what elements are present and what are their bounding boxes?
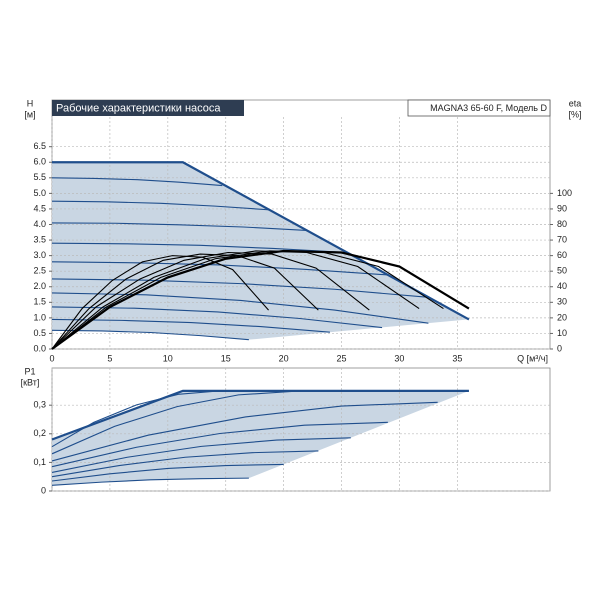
performance-curve [51,450,319,478]
x-tick-label: 10 [163,353,173,363]
y2-tick-label: 50 [557,266,567,276]
y-axis-label: P1 [24,366,35,376]
y2-tick-label: 30 [557,297,567,307]
y2-tick-label: 90 [557,203,567,213]
x-tick-label: 0 [49,353,54,363]
y2-axis-unit: [%] [568,109,581,119]
performance-curve [51,278,429,298]
performance-curve [51,390,220,448]
efficiency-curve [51,251,370,350]
x-tick-label: 15 [221,353,231,363]
performance-curve [51,261,388,276]
model-label: MAGNA3 65-60 F, Модель D [430,103,547,113]
performance-curve [51,242,348,254]
performance-curve [51,222,307,231]
y-tick-label: 1.5 [33,297,46,307]
y2-tick-label: 80 [557,219,567,229]
operating-area [52,390,469,486]
y-tick-label: 0,1 [33,457,46,467]
y-tick-label: 4.0 [33,219,46,229]
x-tick-label: 5 [107,353,112,363]
y-tick-label: 0.5 [33,328,46,338]
y-tick-label: 5.0 [33,188,46,198]
y-axis-unit: [м] [24,109,35,119]
performance-curve [51,177,223,187]
y2-tick-label: 20 [557,312,567,322]
y-tick-label: 0,2 [33,428,46,438]
y2-axis-label: eta [569,98,582,108]
performance-curve [52,161,470,321]
x-tick-label: 25 [337,353,347,363]
performance-curve [51,390,302,455]
y-axis-unit: [кВт] [21,377,40,387]
performance-curve [51,401,438,462]
x-tick-label: 20 [279,353,289,363]
y-tick-label: 0 [41,485,46,495]
chart-title: Рабочие характеристики насоса [56,102,221,114]
y-tick-label: 5.5 [33,172,46,182]
y-tick-label: 2.5 [33,266,46,276]
y-tick-label: 0,3 [33,400,46,410]
x-tick-label: 35 [452,353,462,363]
performance-curve [51,318,330,333]
y2-tick-label: 60 [557,250,567,260]
performance-curve [51,463,284,482]
efficiency-curve [51,253,319,350]
y2-tick-label: 100 [557,188,572,198]
y-tick-label: 6.0 [33,157,46,167]
x-tick-label: 30 [394,353,404,363]
y2-tick-label: 40 [557,281,567,291]
efficiency-curve [51,250,444,350]
y2-tick-label: 10 [557,328,567,338]
x-axis-label: Q [м³/ч] [517,353,548,363]
y-axis-label: H [27,98,34,108]
performance-curve [51,477,249,486]
performance-curve [51,421,388,468]
performance-curve [51,329,249,341]
y2-tick-label: 70 [557,234,567,244]
performance-curve [51,306,383,329]
y-tick-label: 6.5 [33,141,46,151]
performance-curve [51,437,351,473]
efficiency-curve [51,255,269,350]
y-tick-label: 3.5 [33,234,46,244]
y-tick-label: 2.0 [33,281,46,291]
y-tick-label: 0.0 [33,343,46,353]
performance-curve [51,389,469,441]
title-box [52,100,244,116]
performance-curve [51,200,270,211]
y-tick-label: 1.0 [33,312,46,322]
y2-tick-label: 0 [557,343,562,353]
performance-curve [51,292,429,324]
y-tick-label: 3.0 [33,250,46,260]
y-tick-label: 4.5 [33,203,46,213]
efficiency-curve [51,249,470,350]
model-box [407,99,551,117]
